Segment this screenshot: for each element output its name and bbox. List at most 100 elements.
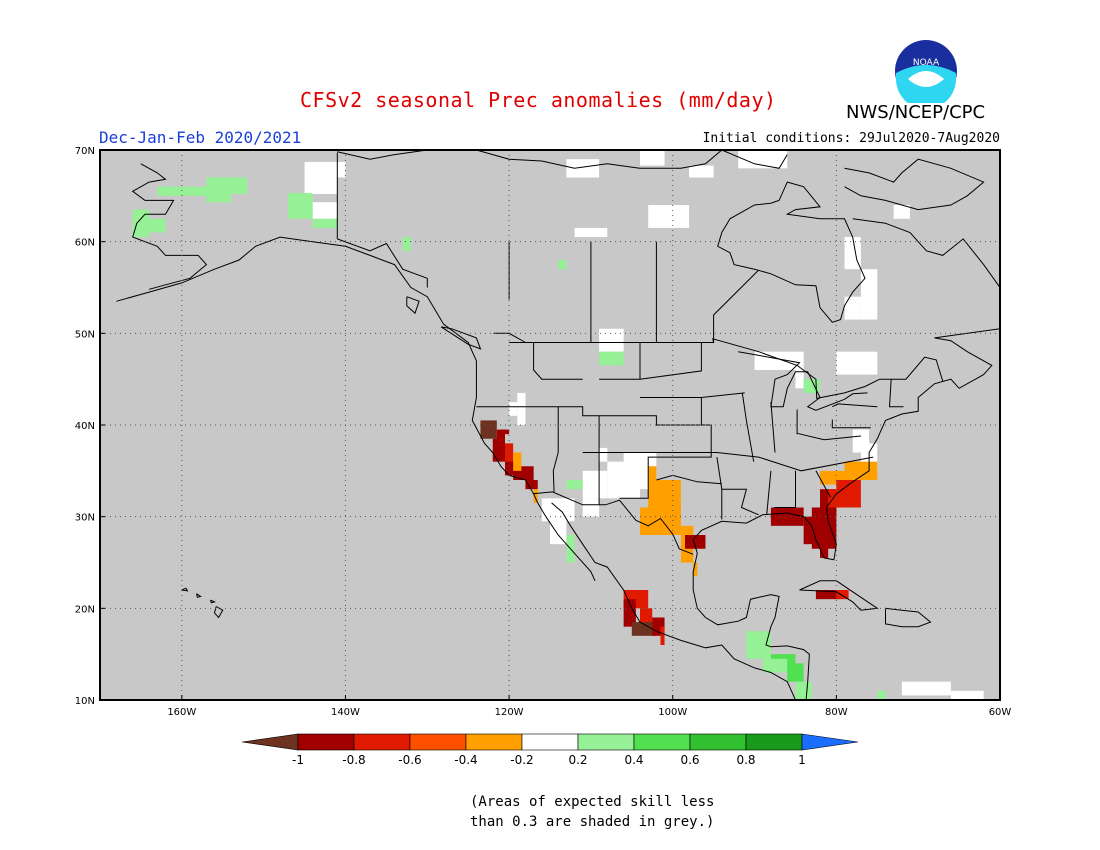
coastline (116, 236, 596, 582)
lon-tick-label: 100W (658, 707, 687, 718)
lon-tick-label: 60W (989, 707, 1012, 718)
coastline (692, 328, 1000, 561)
coastline (692, 553, 810, 700)
anomaly-cell (656, 525, 665, 535)
coastline (406, 296, 420, 315)
anomaly-cell (820, 544, 829, 558)
coastline (476, 406, 712, 499)
coastline (639, 342, 702, 380)
anomaly-cell (149, 218, 166, 233)
noaa-logo: NOAA (894, 39, 958, 109)
colorbar-label: 0.4 (624, 753, 643, 767)
anomaly-cell (836, 590, 849, 600)
anomaly-cell (640, 150, 665, 166)
colorbar-min-arrow (241, 733, 299, 751)
coastline (337, 238, 428, 288)
anomaly-cell (566, 480, 583, 490)
anomaly-cell (157, 186, 215, 196)
anomaly-cell (312, 218, 338, 228)
anomaly-cell (844, 296, 861, 320)
coastline (831, 419, 871, 429)
season-label: Dec-Jan-Feb 2020/2021 (99, 128, 302, 147)
anomaly-cell (795, 681, 812, 700)
anomaly-cell (648, 466, 657, 480)
coastline (213, 606, 224, 619)
anomaly-cell (738, 150, 788, 169)
colorbar-segment (633, 733, 691, 751)
anomaly-cell (607, 461, 640, 499)
coastline (796, 432, 861, 441)
anomaly-cell (599, 351, 624, 366)
coastline (533, 342, 583, 380)
coastline (852, 218, 1000, 331)
anomaly-cell (828, 489, 845, 508)
anomaly-cell (689, 165, 714, 178)
skill-note: (Areas of expected skill less than 0.3 a… (470, 792, 714, 832)
colorbar-label: -1 (292, 753, 304, 767)
anomaly-cell (206, 177, 248, 194)
coastline (716, 457, 759, 516)
lon-tick-label: 80W (825, 707, 848, 718)
org-label: NWS/NCEP/CPC (846, 102, 986, 123)
lat-tick-label: 30N (75, 513, 95, 524)
coastline (582, 452, 874, 472)
anomaly-cell (566, 535, 575, 554)
anomaly-cell (803, 516, 820, 545)
anomaly-cell (787, 663, 804, 682)
coastline (509, 338, 944, 400)
coastline (493, 332, 526, 343)
anomaly-cell (566, 159, 600, 178)
coastline (181, 587, 189, 592)
colorbar-segment (353, 733, 411, 751)
colorbar-segment (577, 733, 635, 751)
colorbar-label: 1 (798, 753, 806, 767)
skill-note-line-2: than 0.3 are shaded in grey.) (470, 814, 715, 830)
anomaly-cell (513, 452, 522, 471)
anomaly-cell (901, 681, 951, 696)
anomaly-cell (132, 209, 150, 238)
coastline (131, 163, 208, 290)
noaa-logo-text: NOAA (913, 58, 940, 68)
coastline (844, 158, 985, 211)
anomaly-cell (517, 392, 526, 425)
colorbar-segment (409, 733, 467, 751)
lat-tick-label: 20N (75, 604, 95, 615)
anomaly-cell (582, 470, 608, 499)
anomaly-cell (566, 553, 575, 563)
colorbar-segment (521, 733, 579, 751)
anomaly-cell (852, 429, 870, 453)
anomaly-cell (206, 194, 231, 203)
anomaly-cell (402, 237, 411, 251)
anomaly-cell (860, 269, 878, 320)
anomaly-cell (541, 498, 575, 522)
skill-note-line-1: (Areas of expected skill less (470, 794, 715, 810)
anomaly-cell (304, 177, 338, 194)
anomaly-cell (648, 205, 690, 228)
coastline (713, 269, 759, 343)
anomaly-cell (525, 480, 538, 490)
coastline (799, 580, 879, 611)
coastline (888, 379, 904, 408)
lat-tick-label: 40N (75, 421, 95, 432)
coastline (337, 150, 788, 169)
chart-title: CFSv2 seasonal Prec anomalies (mm/day) (300, 88, 777, 112)
anomaly-cell (288, 193, 313, 219)
anomaly-cell (893, 205, 910, 219)
coastline (766, 470, 772, 514)
coastline (738, 351, 868, 411)
anomaly-cell (492, 438, 505, 462)
anomaly-cell (533, 489, 538, 503)
colorbar-segment (465, 733, 523, 751)
coastline (770, 402, 776, 453)
lat-tick-label: 50N (75, 329, 95, 340)
anomaly-cell (505, 443, 514, 471)
coastline (815, 470, 832, 498)
anomaly-cell (660, 626, 665, 645)
coastline (196, 593, 202, 598)
anomaly-cell (599, 447, 608, 462)
coastline (656, 474, 722, 485)
coastline (551, 502, 796, 700)
coastline (741, 392, 755, 462)
coastline (440, 326, 482, 350)
